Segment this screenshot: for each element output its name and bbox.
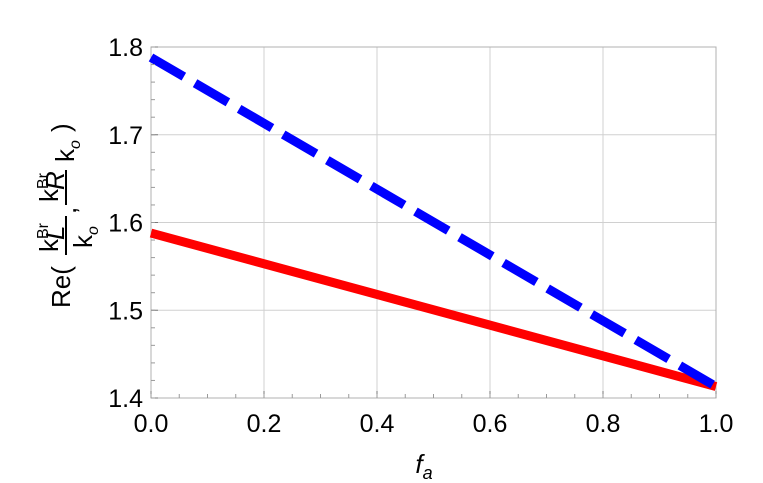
x-tick-label: 0.6 (473, 410, 508, 438)
x-tick-label: 0.2 (247, 410, 282, 438)
y-axis-frac1-den-sub: o (85, 226, 102, 235)
y-tick-label: 1.4 (108, 385, 143, 413)
y-tick-label: 1.7 (108, 122, 143, 150)
y-tick-label: 1.8 (108, 34, 143, 62)
y-axis-frac2-num-sub: R (40, 171, 70, 190)
y-axis-title-sep: , (52, 207, 82, 214)
y-axis-tail-k: ko (50, 140, 84, 162)
y-axis-frac1-den-base: k (68, 234, 98, 248)
y-tick-labels: 1.4 1.5 1.6 1.7 1.8 (108, 34, 143, 413)
y-axis-title: Re( kBr L ko , kBr R ko ) (34, 123, 102, 308)
y-axis-frac1-num-sub: L (40, 226, 70, 240)
y-axis-frac1-num-sup: Br (35, 222, 52, 239)
x-tick-labels: 0.0 0.2 0.4 0.6 0.8 1.0 (134, 410, 734, 438)
x-tick-label: 0.8 (586, 410, 621, 438)
y-tick-label: 1.5 (108, 297, 143, 325)
y-axis-title-suffix: ) (46, 123, 76, 132)
x-axis-title-base: f (415, 449, 425, 479)
x-tick-label: 0.4 (360, 410, 395, 438)
y-axis-frac2-num: kBr (34, 172, 64, 202)
y-tick-label: 1.6 (108, 210, 143, 238)
x-axis-title: fa (415, 449, 432, 483)
x-axis-title-sub: a (423, 463, 433, 483)
y-axis-frac1-num: kBr (34, 222, 64, 252)
y-axis-tail-k-sub: o (67, 140, 84, 149)
y-axis-tail-k-base: k (50, 148, 80, 162)
x-tick-label: 0.0 (134, 410, 169, 438)
y-axis-frac1-num-base: k (34, 238, 64, 252)
series-layer (148, 53, 719, 391)
y-axis-frac1-den: ko (68, 226, 102, 248)
dashed-blue-series-line (148, 53, 719, 391)
tick-marks (150, 46, 717, 399)
x-tick-label: 1.0 (699, 410, 734, 438)
y-axis-title-prefix: Re( (46, 266, 76, 308)
y-axis-frac2-num-sup: Br (35, 172, 52, 189)
y-axis-frac2-num-base: k (34, 188, 64, 202)
solid-red-series-line (149, 228, 718, 391)
